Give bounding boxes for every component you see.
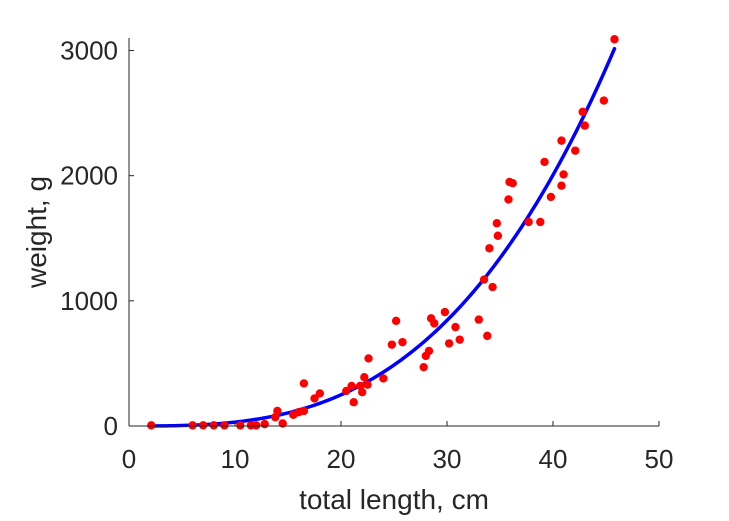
data-point [610, 35, 619, 44]
data-point [557, 181, 566, 190]
data-point [236, 421, 245, 430]
fit-layer [148, 46, 617, 428]
data-point [199, 421, 208, 430]
data-point [546, 192, 556, 202]
data-point [387, 340, 397, 349]
x-tick-label: 50 [645, 444, 674, 474]
data-point [479, 275, 489, 284]
data-point [315, 389, 324, 398]
data-point [349, 398, 358, 407]
data-point [364, 354, 373, 363]
x-tick-label: 10 [221, 444, 250, 474]
y-axis-label: weight, g [21, 176, 52, 289]
data-point [209, 421, 218, 430]
data-point [488, 282, 497, 292]
x-tick-label: 30 [433, 444, 462, 474]
x-tick-label: 0 [122, 444, 136, 474]
data-point [483, 331, 492, 341]
y-tick-label: 2000 [60, 161, 118, 191]
data-point [430, 319, 439, 328]
data-point [273, 406, 282, 416]
data-point [260, 419, 269, 429]
data-point [358, 388, 367, 397]
data-point [299, 379, 309, 388]
data-point [540, 157, 549, 167]
data-point [419, 362, 428, 372]
data-point [580, 121, 589, 130]
data-point [299, 406, 309, 416]
data-point [440, 307, 450, 317]
data-point [398, 337, 407, 347]
data-point [424, 346, 434, 356]
data-point [536, 217, 545, 227]
data-point [391, 316, 401, 326]
data-point [188, 421, 197, 430]
data-point [451, 322, 460, 332]
data-point [578, 107, 587, 117]
data-point [444, 339, 454, 348]
data-point [347, 381, 356, 391]
data-point [252, 421, 261, 430]
data-point [363, 380, 372, 389]
x-axis-label: total length, cm [299, 484, 489, 515]
data-point [342, 386, 351, 396]
data-point [485, 244, 494, 253]
data-point [559, 170, 568, 179]
data-point [310, 394, 319, 403]
data-point [220, 421, 229, 430]
y-tick-label: 1000 [60, 286, 118, 316]
data-point [571, 146, 580, 155]
data-point [493, 231, 503, 240]
data-point [524, 217, 533, 227]
data-point [492, 219, 502, 228]
y-tick-label: 3000 [60, 36, 118, 66]
data-point [557, 136, 566, 145]
data-point [455, 335, 464, 344]
data-point [360, 372, 369, 382]
x-tick-label: 20 [327, 444, 356, 474]
data-point [147, 421, 156, 430]
data-point [379, 374, 388, 383]
x-tick-label: 40 [539, 444, 568, 474]
data-point [504, 195, 513, 204]
y-tick-label: 0 [104, 411, 118, 441]
fit-curve [148, 46, 617, 428]
points-layer [147, 35, 619, 430]
data-point [508, 178, 517, 188]
axes-layer: 0 10 20 30 40 50 0 1000 2000 3000 [60, 36, 673, 474]
data-point [474, 315, 483, 324]
data-point [599, 96, 609, 105]
